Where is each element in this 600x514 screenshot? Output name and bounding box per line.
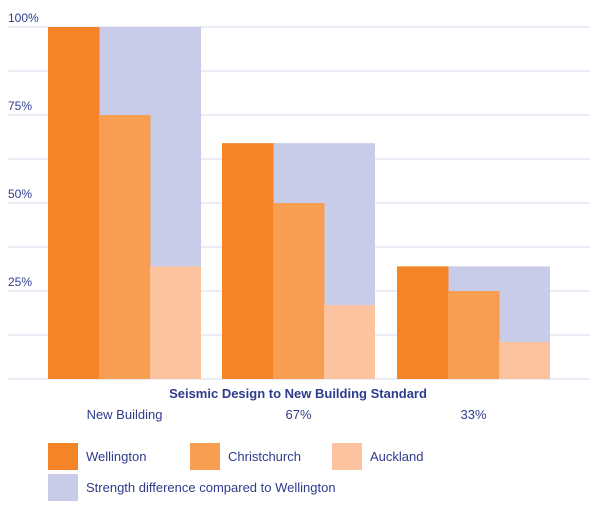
legend-swatch-strength-difference	[48, 474, 78, 501]
bar-auckland	[499, 342, 550, 379]
legend-label-christchurch: Christchurch	[228, 449, 301, 464]
legend-label-wellington: Wellington	[86, 449, 147, 464]
bar-wellington	[222, 143, 274, 379]
category-label: 67%	[285, 407, 311, 422]
bar-christchurch	[99, 115, 151, 379]
legend-item-strength-difference: Strength difference compared to Wellingt…	[48, 474, 336, 501]
y-tick-label: 75%	[8, 99, 32, 113]
y-tick-label: 100%	[8, 11, 39, 25]
legend-item-wellington: Wellington	[48, 443, 146, 470]
bar-auckland	[324, 305, 375, 379]
category-label: 33%	[460, 407, 486, 422]
bar-auckland	[150, 266, 201, 379]
legend-label-auckland: Auckland	[370, 449, 424, 464]
y-tick-label: 25%	[8, 275, 32, 289]
legend-swatch-christchurch	[190, 443, 220, 470]
bar-wellington	[48, 27, 100, 379]
bar-christchurch	[273, 203, 325, 379]
category-label: New Building	[87, 407, 163, 422]
legend-item-auckland: Auckland	[332, 443, 423, 470]
legend-label-strength-difference: Strength difference compared to Wellingt…	[86, 480, 336, 495]
chart-title: Seismic Design to New Building Standard	[169, 386, 427, 401]
legend-item-christchurch: Christchurch	[190, 443, 301, 470]
legend-swatch-wellington	[48, 443, 78, 470]
bar-christchurch	[448, 291, 500, 379]
bar-wellington	[397, 266, 449, 379]
y-tick-label: 50%	[8, 187, 32, 201]
legend-swatch-auckland	[332, 443, 362, 470]
